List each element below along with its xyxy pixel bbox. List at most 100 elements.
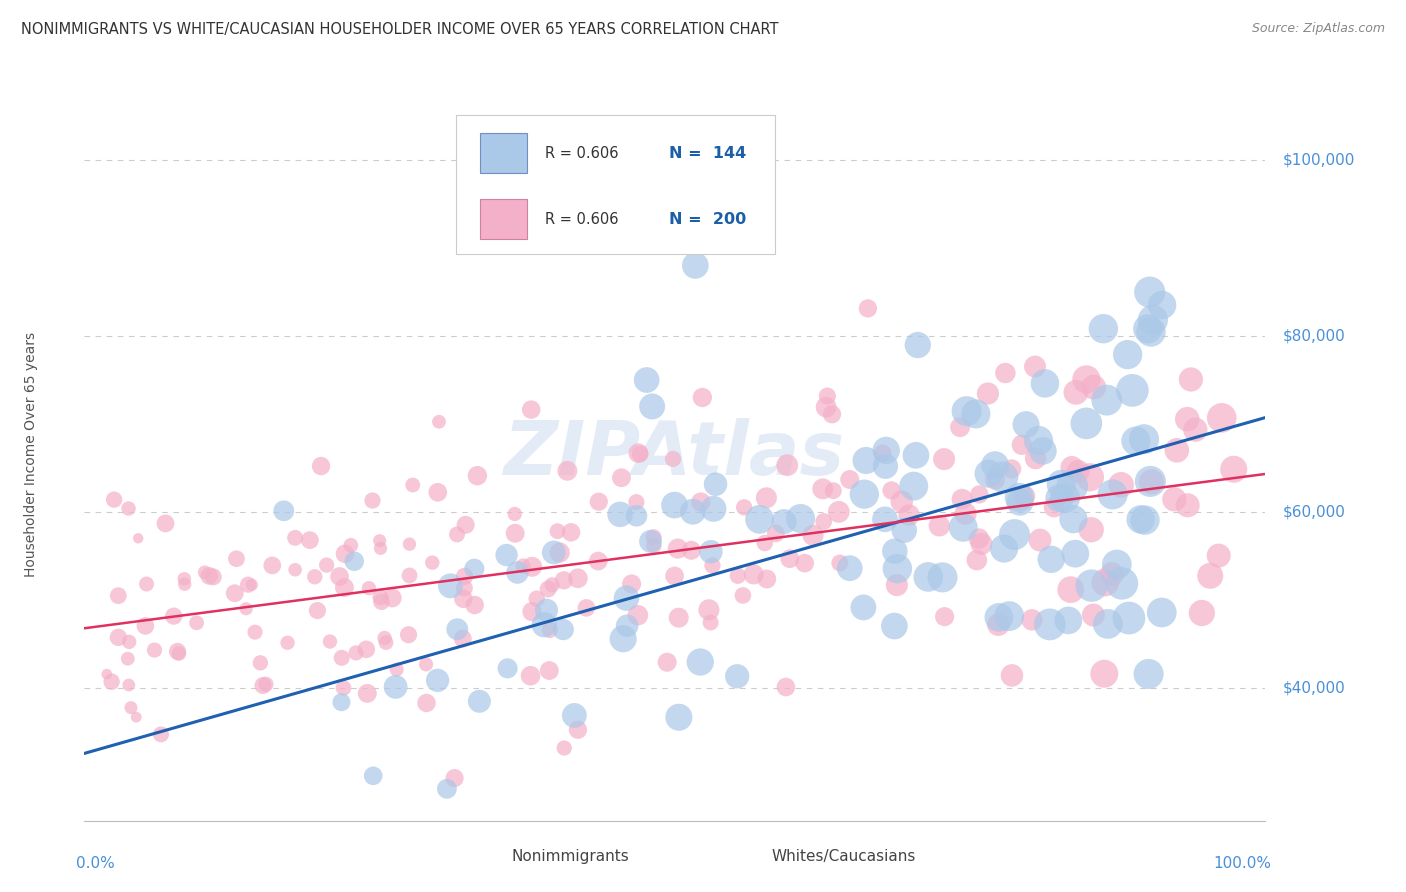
Point (682, 505, 704, 519)
Point (627, 608, 650, 623)
Point (977, 386, 1000, 401)
Point (813, 515, 835, 529)
Point (541, 578, 564, 592)
Point (1208, 549, 1230, 563)
Point (886, 578, 908, 592)
Point (198, 569, 221, 583)
Point (626, 508, 648, 523)
Point (1209, 840, 1232, 855)
Point (965, 407, 987, 421)
Point (315, 558, 337, 573)
Point (1116, 348, 1139, 362)
Point (143, 643, 166, 657)
Point (1028, 434, 1050, 448)
Point (426, 485, 449, 500)
Point (1188, 840, 1211, 855)
Point (928, 519, 950, 533)
Point (1095, 393, 1118, 408)
Point (135, 577, 157, 591)
Point (1008, 491, 1031, 505)
Point (704, 477, 727, 491)
Point (886, 562, 908, 576)
Point (1192, 840, 1215, 855)
Point (103, 492, 125, 507)
Point (838, 561, 860, 575)
Point (666, 541, 689, 556)
Point (427, 415, 450, 429)
Point (789, 511, 811, 525)
Point (1062, 512, 1084, 526)
Point (955, 507, 977, 521)
Point (872, 446, 894, 460)
Point (107, 589, 129, 603)
Point (547, 524, 569, 538)
Point (1150, 606, 1173, 620)
Point (1142, 313, 1164, 327)
Point (1001, 462, 1024, 476)
Point (398, 537, 420, 551)
Point (1133, 432, 1156, 446)
Point (1062, 479, 1084, 493)
Point (284, 531, 307, 545)
Point (697, 603, 720, 617)
Point (1137, 667, 1160, 681)
Point (1043, 500, 1066, 515)
Point (1188, 840, 1211, 855)
Point (1205, 840, 1227, 855)
Point (987, 617, 1010, 632)
Point (1076, 372, 1098, 386)
Point (1163, 840, 1185, 855)
Point (415, 657, 437, 672)
Point (235, 601, 257, 615)
Point (932, 452, 955, 467)
Point (1094, 575, 1116, 590)
Point (1173, 840, 1195, 855)
Point (664, 498, 686, 512)
Point (1083, 380, 1105, 394)
Point (512, 559, 534, 574)
Point (692, 391, 714, 405)
Point (773, 515, 796, 529)
Point (426, 673, 449, 688)
Text: ZIPAtlas: ZIPAtlas (505, 418, 845, 491)
Point (1211, 840, 1233, 855)
Point (1163, 492, 1185, 507)
Point (1189, 840, 1212, 855)
Text: $80,000: $80,000 (1284, 328, 1346, 343)
Point (526, 591, 548, 606)
Point (370, 590, 392, 604)
Point (1175, 412, 1198, 426)
Point (1140, 475, 1163, 489)
Point (276, 636, 298, 650)
Point (949, 420, 972, 434)
Point (662, 451, 685, 466)
Point (167, 647, 190, 661)
Point (987, 610, 1010, 624)
Point (616, 591, 638, 606)
Point (1229, 840, 1251, 855)
FancyBboxPatch shape (479, 199, 527, 239)
Point (1049, 491, 1071, 506)
Point (1213, 840, 1236, 855)
Point (855, 453, 877, 467)
Point (775, 680, 797, 694)
Point (907, 338, 929, 352)
Point (754, 536, 776, 550)
Point (742, 567, 765, 582)
Point (1032, 444, 1054, 458)
Point (620, 577, 643, 591)
Point (249, 656, 271, 670)
Point (668, 710, 690, 724)
FancyBboxPatch shape (457, 115, 775, 253)
Point (262, 558, 284, 573)
Text: 0.0%: 0.0% (76, 856, 115, 871)
Point (1060, 582, 1083, 597)
Point (765, 526, 787, 541)
Point (155, 516, 177, 531)
Point (1220, 840, 1243, 855)
Point (1064, 547, 1087, 561)
Point (96, 667, 118, 681)
Point (1222, 840, 1244, 855)
Point (655, 655, 678, 669)
Text: Source: ZipAtlas.com: Source: ZipAtlas.com (1251, 22, 1385, 36)
